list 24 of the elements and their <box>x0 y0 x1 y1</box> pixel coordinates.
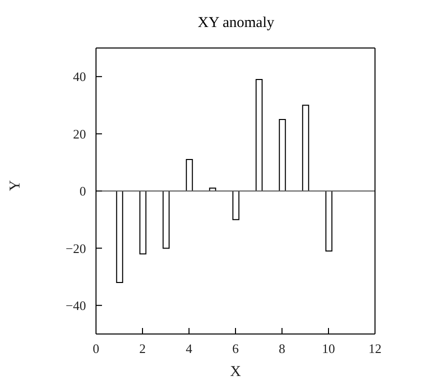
x-tick-label: 8 <box>278 341 286 356</box>
bar <box>162 190 170 249</box>
bar <box>278 119 286 192</box>
bar <box>325 190 332 252</box>
y-axis-title: Y <box>7 180 24 191</box>
x-tick-label: 6 <box>232 341 240 356</box>
bar <box>256 78 263 192</box>
y-tick-label: −20 <box>66 240 86 256</box>
y-tick-label: 20 <box>73 126 86 142</box>
x-axis-title: X <box>230 364 242 380</box>
y-tick-label: 40 <box>73 69 86 84</box>
bar <box>186 159 193 192</box>
bar <box>302 104 310 192</box>
x-tick-label: 10 <box>322 341 335 356</box>
bar <box>116 190 124 284</box>
bar <box>139 190 146 254</box>
bar <box>232 190 240 220</box>
x-tick-label: 2 <box>139 341 146 356</box>
chart-title: XY anomaly <box>196 14 276 33</box>
y-tick-label: 0 <box>80 184 86 199</box>
x-tick-label: 0 <box>92 341 100 356</box>
x-tick-label: 4 <box>186 341 193 356</box>
x-tick-label: 12 <box>368 341 382 356</box>
y-tick-label: −40 <box>66 298 86 314</box>
